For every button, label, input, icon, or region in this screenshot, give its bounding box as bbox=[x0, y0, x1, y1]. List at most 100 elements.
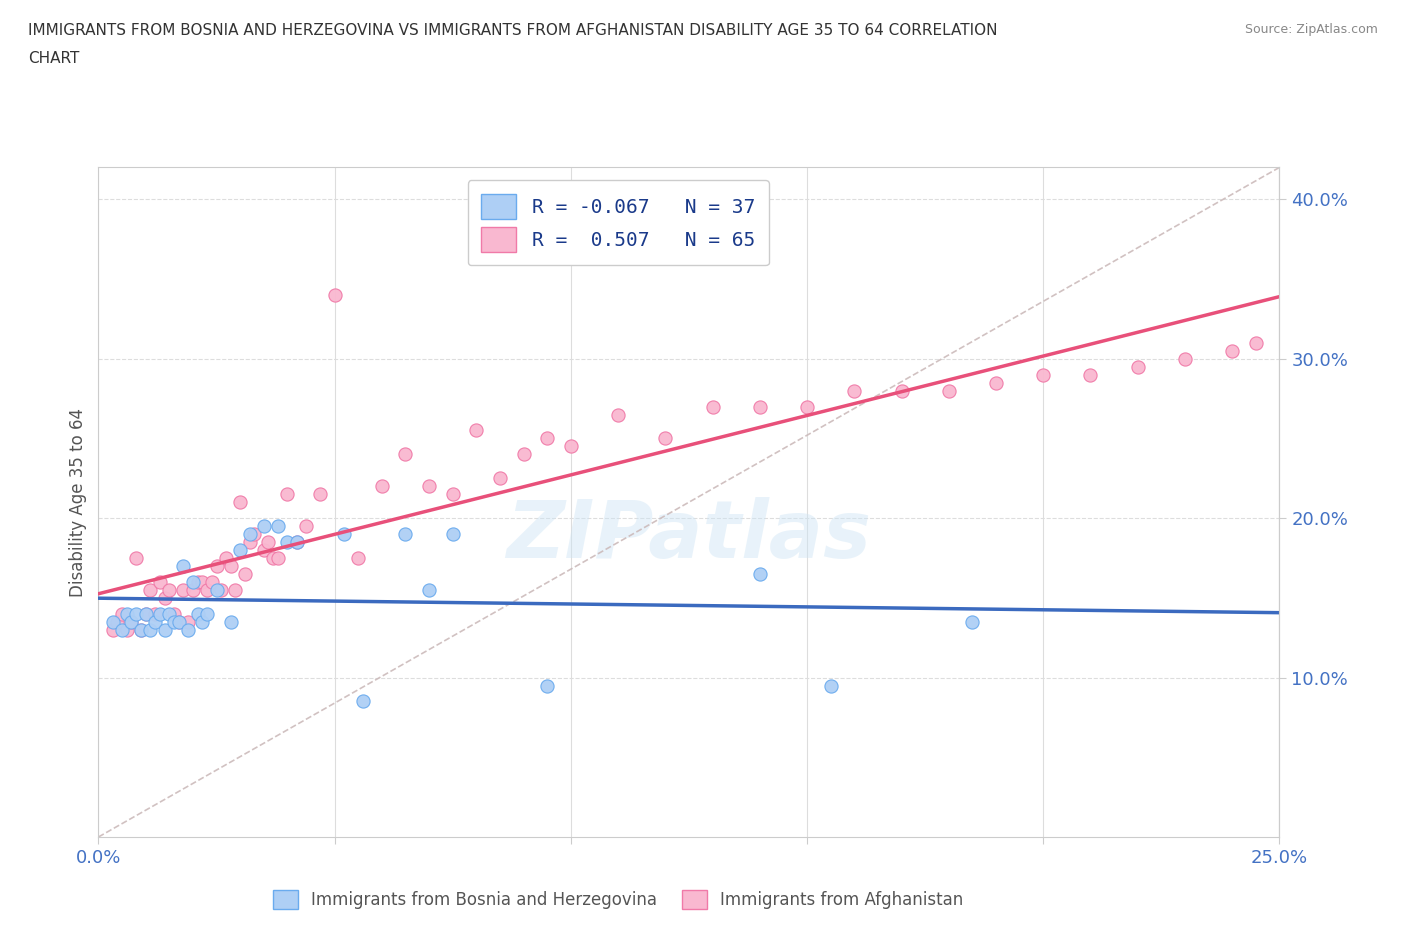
Point bbox=[143, 606, 166, 621]
Point bbox=[157, 582, 180, 597]
Point bbox=[239, 526, 262, 541]
Point bbox=[239, 535, 262, 550]
Point bbox=[560, 439, 582, 454]
Point bbox=[201, 575, 224, 590]
Point bbox=[149, 606, 172, 621]
Point bbox=[219, 615, 242, 630]
Point bbox=[191, 615, 214, 630]
Point bbox=[163, 615, 186, 630]
Point bbox=[323, 287, 346, 302]
Point bbox=[167, 615, 190, 630]
Point bbox=[181, 575, 204, 590]
Point bbox=[121, 615, 143, 630]
Text: Source: ZipAtlas.com: Source: ZipAtlas.com bbox=[1244, 23, 1378, 36]
Point bbox=[748, 566, 770, 581]
Point bbox=[748, 399, 770, 414]
Point bbox=[253, 519, 276, 534]
Point bbox=[844, 383, 866, 398]
Point bbox=[607, 407, 630, 422]
Point bbox=[167, 615, 190, 630]
Point bbox=[115, 606, 138, 621]
Point bbox=[962, 615, 984, 630]
Point bbox=[536, 678, 558, 693]
Point bbox=[195, 582, 218, 597]
Point bbox=[181, 582, 204, 597]
Point bbox=[195, 606, 218, 621]
Point bbox=[209, 582, 232, 597]
Point bbox=[229, 542, 252, 557]
Point bbox=[1174, 352, 1197, 366]
Point bbox=[512, 447, 534, 462]
Point bbox=[172, 559, 194, 574]
Point bbox=[285, 535, 308, 550]
Point bbox=[1220, 343, 1243, 358]
Text: ZIPatlas: ZIPatlas bbox=[506, 497, 872, 575]
Point bbox=[205, 559, 228, 574]
Point bbox=[352, 694, 374, 709]
Point bbox=[253, 542, 276, 557]
Point bbox=[441, 526, 464, 541]
Point bbox=[333, 526, 356, 541]
Point bbox=[205, 582, 228, 597]
Point bbox=[115, 622, 138, 637]
Point bbox=[139, 622, 162, 637]
Point bbox=[157, 606, 180, 621]
Point bbox=[441, 486, 464, 501]
Point bbox=[418, 582, 440, 597]
Point bbox=[125, 551, 148, 565]
Point bbox=[135, 606, 157, 621]
Point bbox=[702, 399, 724, 414]
Point bbox=[984, 375, 1007, 390]
Point bbox=[489, 471, 512, 485]
Point bbox=[111, 606, 134, 621]
Point bbox=[309, 486, 332, 501]
Point bbox=[229, 495, 252, 510]
Point bbox=[267, 519, 290, 534]
Point bbox=[105, 615, 128, 630]
Point bbox=[820, 678, 842, 693]
Point bbox=[177, 615, 200, 630]
Point bbox=[129, 622, 152, 637]
Point bbox=[418, 479, 440, 494]
Point bbox=[233, 566, 256, 581]
Point bbox=[276, 486, 298, 501]
Point bbox=[187, 575, 209, 590]
Point bbox=[267, 551, 290, 565]
Point bbox=[262, 551, 284, 565]
Point bbox=[172, 582, 194, 597]
Point bbox=[153, 591, 176, 605]
Point bbox=[285, 535, 308, 550]
Point bbox=[111, 622, 134, 637]
Point bbox=[101, 615, 124, 630]
Point bbox=[796, 399, 818, 414]
Point bbox=[394, 447, 416, 462]
Point bbox=[1244, 336, 1267, 351]
Point bbox=[125, 606, 148, 621]
Point bbox=[219, 559, 242, 574]
Point bbox=[177, 622, 200, 637]
Point bbox=[243, 526, 266, 541]
Point bbox=[163, 606, 186, 621]
Legend: Immigrants from Bosnia and Herzegovina, Immigrants from Afghanistan: Immigrants from Bosnia and Herzegovina, … bbox=[266, 884, 970, 916]
Text: IMMIGRANTS FROM BOSNIA AND HERZEGOVINA VS IMMIGRANTS FROM AFGHANISTAN DISABILITY: IMMIGRANTS FROM BOSNIA AND HERZEGOVINA V… bbox=[28, 23, 998, 38]
Point bbox=[129, 622, 152, 637]
Point bbox=[215, 551, 238, 565]
Point bbox=[938, 383, 960, 398]
Point bbox=[149, 575, 172, 590]
Y-axis label: Disability Age 35 to 64: Disability Age 35 to 64 bbox=[69, 407, 87, 597]
Point bbox=[536, 431, 558, 445]
Point bbox=[224, 582, 246, 597]
Point bbox=[276, 535, 298, 550]
Point bbox=[257, 535, 280, 550]
Point bbox=[347, 551, 370, 565]
Point bbox=[101, 622, 124, 637]
Point bbox=[394, 526, 416, 541]
Point bbox=[191, 575, 214, 590]
Point bbox=[371, 479, 394, 494]
Point bbox=[295, 519, 318, 534]
Point bbox=[1126, 359, 1149, 374]
Point bbox=[135, 606, 157, 621]
Point bbox=[654, 431, 676, 445]
Text: CHART: CHART bbox=[28, 51, 80, 66]
Point bbox=[187, 606, 209, 621]
